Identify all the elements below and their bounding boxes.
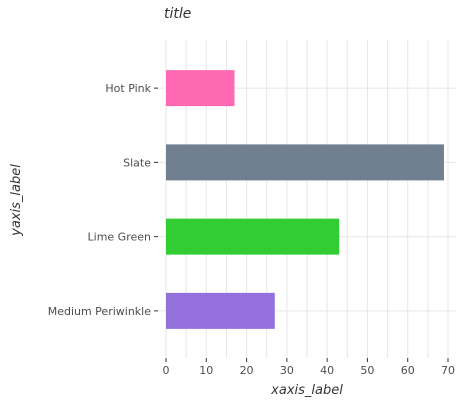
y-tick-label: Medium Periwinkle: [48, 305, 152, 318]
x-tick-label: 60: [401, 364, 415, 377]
x-tick-label: 0: [163, 364, 170, 377]
x-tick-label: 40: [320, 364, 334, 377]
bar-medium-periwinkle: [166, 293, 275, 329]
y-axis-label: yaxis_label: [9, 164, 24, 237]
chart-title: title: [164, 6, 191, 22]
y-tick-label: Slate: [123, 156, 151, 169]
x-tick-label: 70: [441, 364, 455, 377]
bar-slate: [166, 144, 444, 180]
x-tick-label: 50: [360, 364, 374, 377]
x-tick-label: 20: [240, 364, 254, 377]
y-tick-label: Hot Pink: [105, 82, 151, 95]
bar-lime-green: [166, 219, 339, 255]
x-tick-label: 30: [280, 364, 294, 377]
x-tick-label: 10: [199, 364, 213, 377]
y-axis: Medium Periwinkle Lime Green Slate Hot Pink: [48, 82, 158, 318]
bar-hot-pink: [166, 70, 234, 106]
x-axis-label: xaxis_label: [270, 383, 343, 398]
x-axis: 0 10 20 30 40 50 60 70: [163, 358, 456, 377]
y-tick-label: Lime Green: [88, 231, 152, 244]
bars: [166, 70, 444, 329]
